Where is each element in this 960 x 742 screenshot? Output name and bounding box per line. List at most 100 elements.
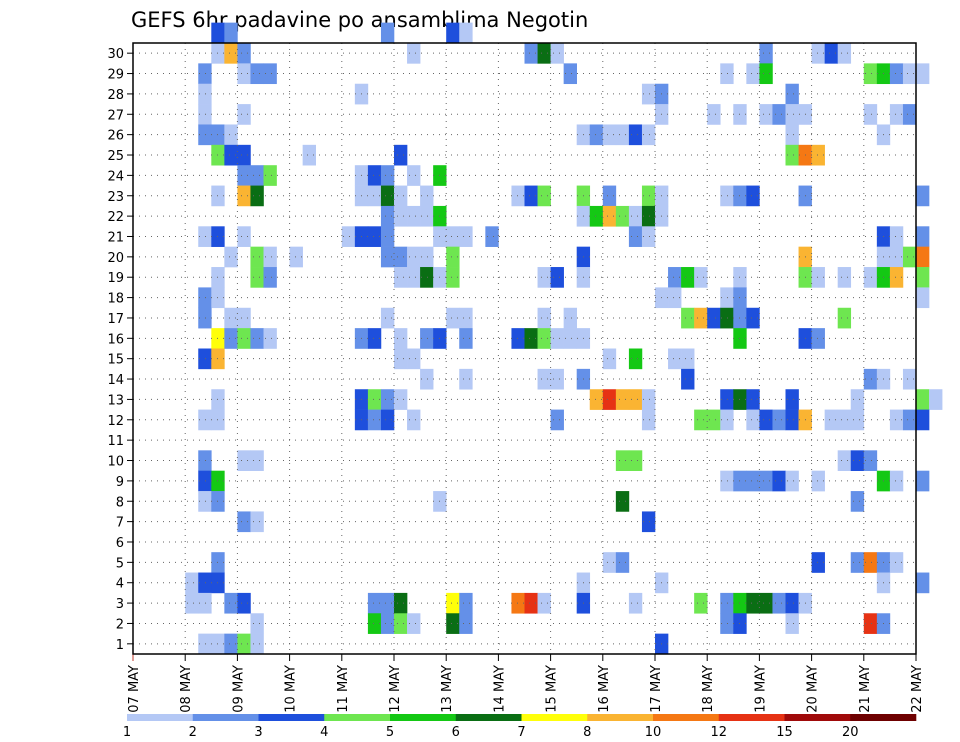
precip-cell <box>237 328 251 349</box>
precip-cell <box>394 185 408 207</box>
y-tick-label: 12 <box>107 414 124 429</box>
precip-cell <box>420 246 434 268</box>
precip-cell <box>746 307 760 329</box>
precip-cell <box>668 287 682 309</box>
precip-cell <box>367 592 382 614</box>
precip-cell <box>902 63 917 85</box>
precip-cell <box>367 165 382 186</box>
precip-cell <box>394 613 408 634</box>
precip-cell <box>250 511 264 533</box>
precip-cell <box>224 307 238 329</box>
precip-cell <box>628 592 643 614</box>
precip-cell <box>916 287 930 309</box>
precip-cell <box>668 348 682 370</box>
y-tick-label: 28 <box>107 88 124 103</box>
precip-cell <box>850 389 865 410</box>
precip-cell <box>694 409 708 431</box>
precip-cell <box>198 348 212 370</box>
precip-cell <box>263 63 277 85</box>
precip-cell <box>889 63 904 85</box>
precip-cell <box>237 104 251 125</box>
precip-cell <box>641 205 656 227</box>
precip-cell <box>537 368 551 390</box>
precip-cell <box>916 470 930 492</box>
precip-cell <box>198 63 212 85</box>
precip-cell <box>211 22 225 44</box>
x-tick-label: 07 MAY <box>127 665 142 713</box>
y-tick-label: 18 <box>107 292 124 307</box>
precip-cell <box>863 63 878 85</box>
precip-cell <box>811 43 825 64</box>
precip-cell <box>511 185 525 207</box>
precip-cell <box>367 409 382 431</box>
precip-cell <box>824 43 838 64</box>
precip-cell <box>863 368 878 390</box>
precip-cell <box>237 450 251 471</box>
precip-cell <box>694 307 708 329</box>
y-tick-label: 10 <box>107 455 124 470</box>
precip-cell <box>446 592 460 614</box>
y-tick-label: 30 <box>107 47 124 62</box>
precip-cell <box>681 307 695 329</box>
precip-cell <box>720 389 734 410</box>
precip-cell <box>889 226 904 247</box>
precip-cell <box>628 205 643 227</box>
precip-cell <box>681 267 695 288</box>
precip-cell <box>759 43 773 64</box>
precip-cell <box>563 63 577 85</box>
precip-cell <box>811 267 825 288</box>
precip-cell <box>837 307 852 329</box>
x-tick-label: 21 MAY <box>858 665 873 713</box>
precip-cell <box>224 328 238 349</box>
precip-cell <box>602 389 617 410</box>
precip-cell <box>237 165 251 186</box>
legend-label: 4 <box>320 725 328 740</box>
y-tick-label: 14 <box>107 373 124 388</box>
precip-cell <box>237 63 251 85</box>
precip-cell <box>628 389 643 410</box>
x-tick-label: 18 MAY <box>701 665 716 713</box>
precip-cell <box>367 226 382 247</box>
precip-cell <box>615 389 630 410</box>
legend-swatch <box>258 714 325 721</box>
precip-cell <box>837 267 852 288</box>
precip-cell <box>707 104 721 125</box>
precip-cell <box>863 267 878 288</box>
precip-cell <box>785 83 799 105</box>
y-tick-label: 4 <box>116 577 124 592</box>
precip-cell <box>394 205 408 227</box>
precip-cell <box>446 267 460 288</box>
precip-cell <box>889 470 904 492</box>
precip-cell <box>367 389 382 410</box>
precip-cell <box>407 267 421 288</box>
precip-cell <box>916 185 930 207</box>
precip-cell <box>916 572 930 594</box>
precip-cell <box>707 409 721 431</box>
precip-cell <box>889 267 904 288</box>
precip-cell <box>811 328 825 349</box>
precip-cell <box>380 613 395 634</box>
y-tick-label: 13 <box>107 393 124 408</box>
precip-cell <box>916 267 930 288</box>
precip-cell <box>511 328 525 349</box>
legend-label: 1 <box>123 725 131 740</box>
precip-cell <box>407 348 421 370</box>
x-tick-label: 22 MAY <box>910 665 925 713</box>
precip-cell <box>759 63 773 85</box>
precip-cell <box>524 43 538 64</box>
precip-cell <box>916 246 930 268</box>
precip-cell <box>602 552 617 573</box>
precip-cell <box>263 267 277 288</box>
precip-cell <box>524 592 538 614</box>
precip-cell <box>459 22 473 44</box>
precip-cell <box>720 470 734 492</box>
y-tick-label: 6 <box>116 536 124 551</box>
precip-cell <box>785 144 799 166</box>
precip-cell <box>524 185 538 207</box>
precip-cell <box>524 328 538 349</box>
precip-cell <box>224 22 238 44</box>
precip-cell <box>615 552 630 573</box>
precip-cell <box>720 613 734 634</box>
precip-cell <box>537 267 551 288</box>
precip-cell <box>394 246 408 268</box>
